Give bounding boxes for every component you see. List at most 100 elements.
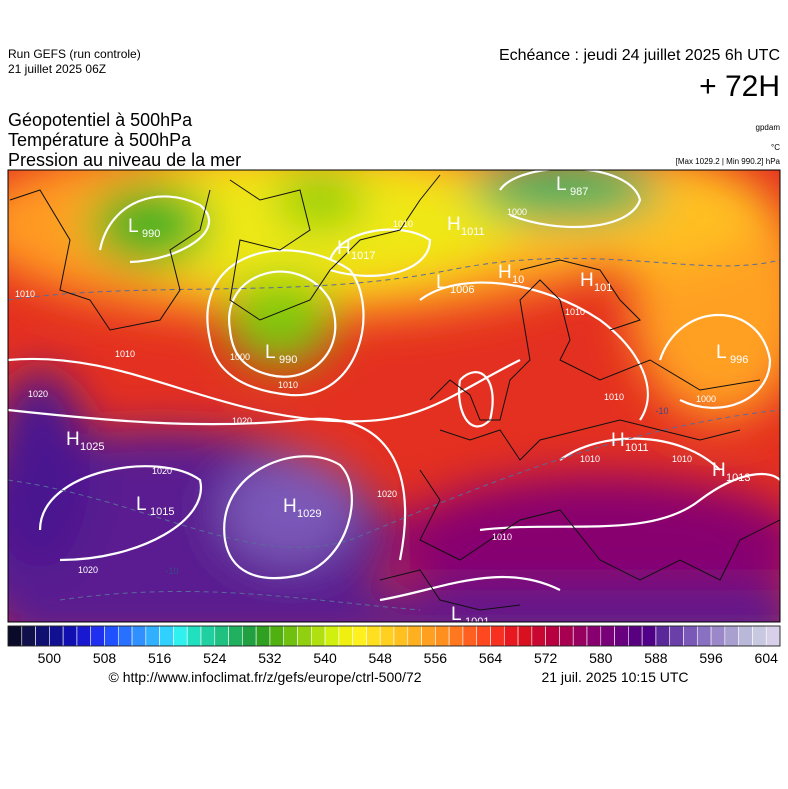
unit-geopotential: gpdam — [756, 123, 781, 132]
colorbar-tick-label: 580 — [589, 650, 613, 666]
center-symbol: H — [337, 238, 351, 259]
pressure-range: [Max 1029.2 | Min 990.2] hPa — [676, 157, 781, 166]
center-value: 1025 — [80, 441, 104, 453]
colorbar-tick-label: 524 — [203, 650, 227, 666]
center-value: 1001 — [465, 616, 489, 628]
isobar-label: 1000 — [696, 394, 716, 404]
colorbar-swatch — [435, 625, 450, 647]
colorbar-swatch — [35, 625, 50, 647]
isobar-label: 1010 — [115, 349, 135, 359]
colorbar-swatch — [407, 625, 422, 647]
colorbar-swatch — [393, 625, 409, 647]
colorbar-swatch — [131, 625, 147, 647]
colorbar-swatch — [738, 625, 753, 647]
colorbar-swatch — [90, 625, 105, 647]
colorbar-swatch — [683, 625, 698, 647]
colorbar-swatch — [448, 625, 464, 647]
center-symbol: L — [265, 342, 276, 363]
colorbar-tick-label: 516 — [148, 650, 172, 666]
center-symbol: L — [556, 174, 567, 195]
isobar-label: 1020 — [232, 416, 252, 426]
colorbar-swatch — [269, 625, 285, 647]
colorbar-swatch — [7, 625, 23, 647]
center-symbol: H — [66, 429, 80, 450]
center-symbol: H — [498, 262, 512, 283]
colorbar-swatch — [159, 625, 174, 647]
colorbar-swatch — [462, 625, 478, 647]
isobar-label: 1000 — [230, 352, 250, 362]
field-temperature: Température à 500hPa — [8, 130, 192, 150]
colorbar-swatch — [559, 625, 574, 647]
center-value: 1015 — [150, 506, 174, 518]
colorbar-swatch — [724, 625, 739, 647]
colorbar-swatch — [628, 625, 643, 647]
center-symbol: H — [447, 214, 461, 235]
isobar-label: 1010 — [278, 380, 298, 390]
colorbar-swatch — [338, 625, 353, 647]
center-symbol: H — [712, 460, 726, 481]
isobar-label: 1010 — [580, 454, 600, 464]
isobar-label: 1010 — [492, 532, 512, 542]
colorbar-swatch — [765, 625, 781, 647]
colorbar-swatch — [531, 625, 546, 647]
center-value: 987 — [570, 186, 588, 198]
center-value: 1029 — [297, 508, 321, 520]
colorbar-swatch — [310, 625, 326, 647]
isotherm-label: -10 — [165, 566, 178, 576]
map-frame — [7, 169, 781, 623]
isobar-label: 1020 — [377, 489, 397, 499]
colorbar-swatch — [324, 625, 340, 647]
colorbar-tick-label: 508 — [93, 650, 117, 666]
center-symbol: L — [451, 604, 462, 625]
coastlines — [9, 174, 780, 611]
colorbar-tick-label: 604 — [755, 650, 779, 666]
colorbar-swatch — [62, 625, 78, 647]
center-value: 990 — [279, 354, 297, 366]
colorbar-swatch — [49, 625, 64, 647]
isobar-label: 1010 — [604, 392, 624, 402]
run-date: 21 juillet 2025 06Z — [8, 62, 106, 76]
source-url: © http://www.infoclimat.fr/z/gefs/europe… — [108, 669, 421, 685]
colorbar-swatch — [421, 625, 436, 647]
isobar-label: 1010 — [15, 289, 35, 299]
colorbar-swatch — [586, 625, 602, 647]
isotherms — [8, 257, 780, 611]
colorbar-swatch — [600, 625, 615, 647]
center-value: 1011 — [625, 442, 649, 454]
colorbar-tick-label: 564 — [479, 650, 503, 666]
center-value: 10 — [512, 274, 524, 286]
colorbar-swatch — [669, 625, 684, 647]
colorbar-tick-label: 596 — [699, 650, 723, 666]
colorbar-swatch — [710, 625, 726, 647]
field-geopotential: Géopotentiel à 500hPa — [8, 110, 193, 130]
colorbar-swatch — [572, 625, 588, 647]
field-pressure: Pression au niveau de la mer — [8, 150, 241, 170]
colorbar-tick-label: 532 — [258, 650, 282, 666]
isobar-label: 1020 — [152, 466, 172, 476]
generated-time: 21 juil. 2025 10:15 UTC — [541, 669, 688, 685]
colorbar-swatch — [173, 625, 188, 647]
valid-time: Echéance : jeudi 24 juillet 2025 6h UTC — [499, 47, 780, 64]
colorbar-swatch — [228, 625, 243, 647]
center-symbol: L — [136, 494, 147, 515]
isobar-label: 1010 — [393, 219, 413, 229]
colorbar-swatch — [21, 625, 36, 647]
colorbar-swatch — [641, 625, 657, 647]
colorbar-swatch — [476, 625, 491, 647]
field-shading — [8, 170, 780, 622]
isobar-label: 1000 — [507, 207, 527, 217]
colorbar-swatch — [76, 625, 92, 647]
colorbar-swatch — [214, 625, 229, 647]
lead-time: + 72H — [699, 70, 780, 103]
colorbar-swatch — [297, 625, 312, 647]
center-symbol: H — [283, 496, 297, 517]
center-symbol: H — [611, 430, 625, 451]
center-value: 1006 — [450, 284, 474, 296]
center-symbol: H — [580, 270, 594, 291]
isobar-label: 1010 — [672, 454, 692, 464]
colorbar-swatch — [186, 625, 202, 647]
center-symbol: L — [128, 216, 139, 237]
center-symbol: L — [436, 272, 447, 293]
